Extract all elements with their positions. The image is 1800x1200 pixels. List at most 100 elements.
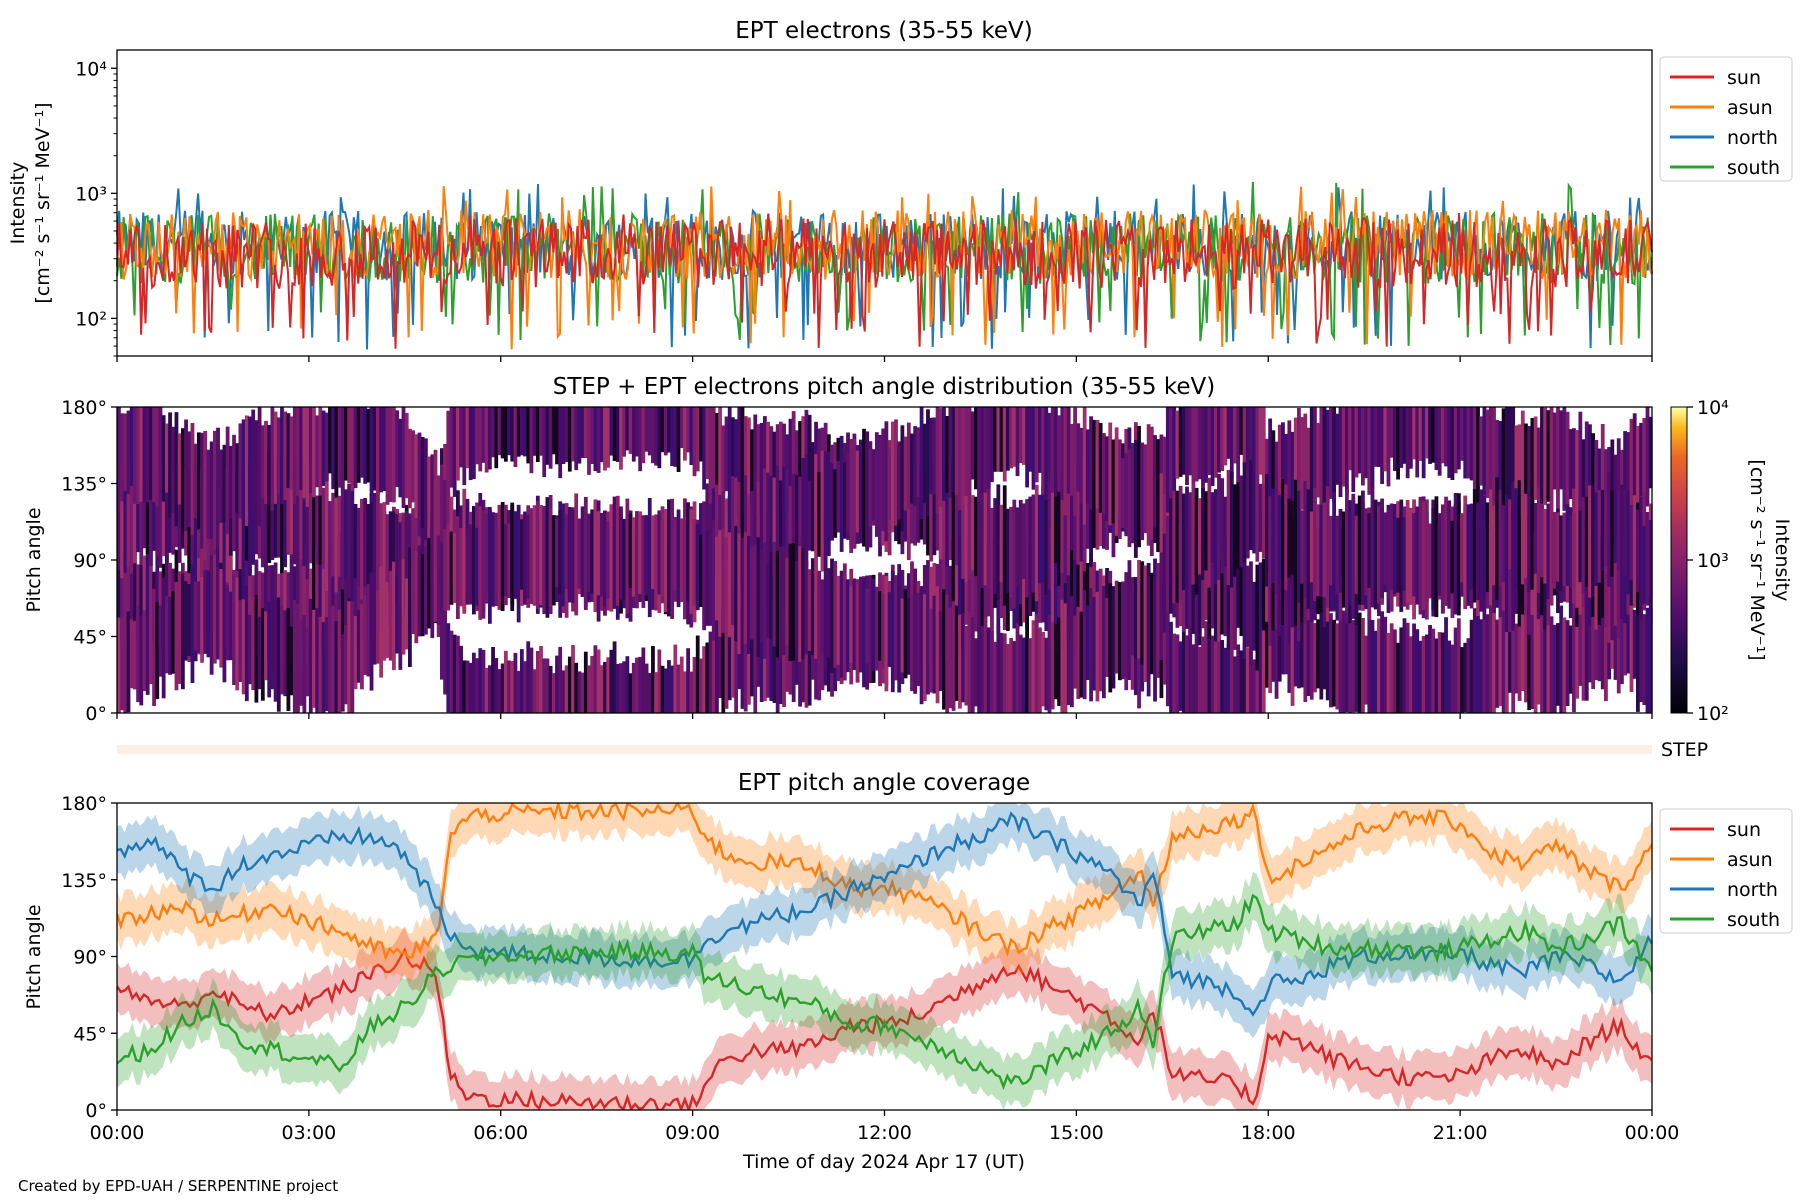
pad-cell bbox=[385, 514, 390, 594]
pad-cell bbox=[990, 630, 994, 713]
pad-cell bbox=[1217, 538, 1221, 642]
pad-cell bbox=[1041, 486, 1045, 582]
pad-cell bbox=[695, 524, 700, 611]
pad-cell bbox=[1568, 625, 1573, 694]
pad-cell bbox=[1239, 407, 1244, 455]
pad-cell bbox=[471, 506, 476, 615]
pad-cell bbox=[1329, 407, 1333, 499]
pad-cell bbox=[1057, 477, 1061, 587]
pad-cell bbox=[951, 539, 956, 660]
pad-cell bbox=[894, 575, 898, 681]
pad-cell bbox=[1252, 407, 1257, 471]
pad-cell bbox=[622, 407, 627, 457]
x-tick-label: 09:00 bbox=[665, 1122, 720, 1144]
pad-cell bbox=[475, 527, 479, 606]
pad-cell bbox=[487, 407, 492, 470]
pad-cell bbox=[372, 407, 377, 491]
pad-cell bbox=[1335, 515, 1340, 595]
pad-cell bbox=[1249, 407, 1253, 472]
pad-cell bbox=[839, 570, 844, 678]
pad-cell bbox=[481, 649, 486, 713]
pad-cell bbox=[1063, 407, 1068, 516]
pad-cell bbox=[1559, 605, 1564, 713]
pad-cell bbox=[868, 575, 873, 684]
pad-cell bbox=[1197, 407, 1202, 480]
pad-cell bbox=[475, 658, 479, 713]
pad-cell bbox=[903, 589, 908, 679]
pad-cell bbox=[651, 407, 655, 464]
pad-cell bbox=[267, 424, 272, 505]
pad-cell bbox=[1338, 508, 1343, 593]
pad-cell bbox=[1431, 507, 1436, 611]
pad-cell bbox=[1226, 644, 1231, 713]
pad-cell bbox=[1517, 424, 1522, 497]
pad-cell bbox=[746, 494, 751, 566]
pad-cell bbox=[1287, 522, 1292, 645]
pad-cell bbox=[123, 554, 128, 640]
pad-cell bbox=[344, 625, 348, 705]
pad-cell bbox=[1613, 544, 1618, 626]
pad-cell bbox=[1354, 619, 1359, 712]
pad-cell bbox=[734, 419, 738, 499]
pad-cell bbox=[766, 421, 770, 516]
pad-cell bbox=[1543, 508, 1548, 584]
pad-cell bbox=[1217, 624, 1221, 713]
pad-cell bbox=[1271, 536, 1276, 631]
pad-cell bbox=[942, 461, 946, 560]
pad-cell bbox=[555, 518, 559, 587]
pad-cell bbox=[1268, 527, 1273, 646]
pad-cell bbox=[964, 478, 969, 583]
pad-cell bbox=[1258, 562, 1263, 648]
pad-cell bbox=[555, 407, 559, 465]
pad-cell bbox=[433, 530, 438, 622]
pad-cell bbox=[424, 546, 428, 635]
pad-cell bbox=[344, 489, 348, 580]
pad-cell bbox=[1492, 407, 1496, 512]
pad-cell bbox=[609, 407, 614, 456]
pad-cell bbox=[356, 609, 361, 683]
pad-cell bbox=[1316, 422, 1321, 498]
pad-cell bbox=[1620, 584, 1624, 685]
pad-cell bbox=[241, 599, 246, 695]
pad-cell bbox=[715, 618, 719, 713]
pad-cell bbox=[1281, 604, 1285, 675]
pad-cell bbox=[1456, 618, 1461, 713]
pad-cell bbox=[139, 407, 144, 502]
pad-cell bbox=[734, 613, 738, 713]
pad-cell bbox=[1239, 650, 1244, 713]
pad-cell bbox=[1038, 407, 1042, 473]
pad-cell bbox=[967, 407, 972, 509]
pad-cell bbox=[232, 434, 236, 519]
pad-cell bbox=[382, 502, 387, 613]
pad-cell bbox=[347, 601, 352, 713]
pad-cell bbox=[117, 552, 121, 634]
pad-cell bbox=[1453, 493, 1458, 615]
pad-cell bbox=[1009, 638, 1014, 713]
pad-cell bbox=[376, 407, 380, 495]
pad-cell bbox=[356, 507, 361, 586]
time-x-ticks: 00:00 03:00 06:00 09:00 12:00 15:00 18:00 21:00… bbox=[90, 356, 1679, 1144]
pad-cell bbox=[1376, 506, 1381, 604]
pad-cell bbox=[145, 478, 150, 555]
pad-cell bbox=[1293, 479, 1298, 594]
pad-cell bbox=[762, 416, 767, 510]
pad-cell bbox=[187, 584, 192, 657]
pad-colorbar bbox=[1670, 406, 1688, 714]
pad-cell bbox=[1632, 609, 1637, 679]
pad-cell bbox=[385, 581, 390, 658]
pad-cell bbox=[977, 626, 982, 713]
pad-cell bbox=[1057, 535, 1061, 654]
pad-cell bbox=[516, 504, 521, 623]
pad-cell bbox=[1309, 511, 1314, 583]
pad-cell bbox=[1258, 631, 1263, 713]
pad-cell bbox=[1031, 620, 1036, 713]
pad-cell bbox=[1431, 628, 1436, 713]
pad-cell bbox=[1351, 407, 1356, 492]
pad-cell bbox=[510, 502, 515, 611]
pad-cell bbox=[558, 646, 563, 713]
pad-cell bbox=[484, 513, 489, 604]
intensity-panel-title: EPT electrons (35-55 keV) bbox=[735, 18, 1032, 44]
pad-cell bbox=[347, 483, 352, 598]
pad-cell bbox=[692, 518, 697, 606]
pad-cell bbox=[398, 550, 403, 670]
